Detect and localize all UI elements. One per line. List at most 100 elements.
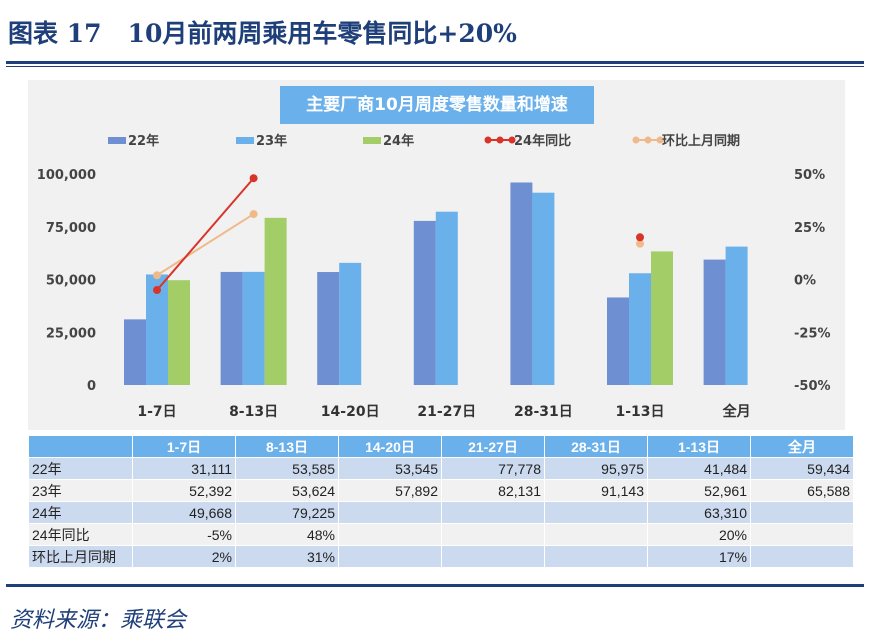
bottom-rule — [6, 584, 864, 587]
table-cell — [338, 545, 442, 568]
table-cell: 53,585 — [235, 457, 339, 480]
legend-marker — [644, 136, 652, 144]
table-cell — [441, 545, 545, 568]
bar-23年 — [532, 192, 555, 385]
point-环比上月同期 — [153, 271, 161, 280]
table-cell: 1-7日 — [132, 435, 236, 458]
table-cell: 95,975 — [544, 457, 648, 480]
table-header: 1-7日 8-13日 14-20日 21-27日 28-31日 1-13日 全月 — [28, 435, 854, 458]
table-cell: 21-27日 — [441, 435, 545, 458]
legend-label: 22年 — [128, 133, 159, 149]
table-cell: 82,131 — [441, 479, 545, 502]
table-cell — [750, 501, 854, 524]
legend-marker — [508, 136, 516, 144]
table-cell: 53,545 — [338, 457, 442, 480]
legend-marker — [656, 136, 664, 144]
table-cell: 48% — [235, 523, 339, 546]
table-cell — [750, 545, 854, 568]
bar-24年 — [264, 217, 287, 385]
bar-24年 — [651, 251, 673, 385]
table-cell — [338, 501, 442, 524]
table-cell — [441, 523, 545, 546]
table-cell — [544, 545, 648, 568]
line-24年同比 — [156, 177, 255, 291]
table-row: 环比上月同期 2% 31% 17% — [28, 545, 854, 568]
bar-23年 — [435, 211, 458, 385]
legend-label: 24年同比 — [514, 133, 571, 149]
chart-panel: 0 25,000 50,000 75,000 100,000 -50% -25% 0% 25% 5… — [28, 80, 845, 430]
table-cell: 59,434 — [750, 457, 854, 480]
bar-23年 — [242, 271, 265, 385]
table-cell — [750, 523, 854, 546]
x-tick-label: 14-20日 — [321, 404, 380, 420]
x-tick-label: 8-13日 — [229, 404, 278, 420]
table-cell: 14-20日 — [338, 435, 442, 458]
title-rule-thin — [6, 66, 864, 67]
table-cell — [338, 523, 442, 546]
table-cell: 52,392 — [132, 479, 236, 502]
bar-23年 — [339, 262, 362, 385]
table-cell: 环比上月同期 — [28, 545, 133, 568]
y2-tick-label: 50% — [794, 168, 825, 183]
table-cell: 2% — [132, 545, 236, 568]
bar-23年 — [725, 246, 748, 385]
y2-tick-label: 0% — [794, 274, 816, 289]
legend-marker — [484, 136, 492, 144]
table-cell: 77,778 — [441, 457, 545, 480]
x-tick-label: 1-7日 — [137, 404, 176, 420]
x-tick-label: 28-31日 — [514, 404, 573, 420]
y2-tick-label: -50% — [794, 379, 831, 394]
point-24年同比 — [636, 233, 644, 242]
legend-label: 24年 — [383, 133, 414, 149]
table-cell: 52,961 — [647, 479, 751, 502]
table-cell: 31,111 — [132, 457, 236, 480]
table-cell: 1-13日 — [647, 435, 751, 458]
chart-title: 主要厂商10月周度零售数量和增速 — [280, 86, 594, 124]
table-cell: 63,310 — [647, 501, 751, 524]
y-tick-label: 25,000 — [46, 326, 96, 341]
table-cell: 23年 — [28, 479, 133, 502]
y-tick-label: 0 — [87, 379, 96, 394]
x-tick-label: 全月 — [722, 403, 751, 420]
legend-marker — [496, 136, 504, 144]
legend-swatch — [236, 137, 254, 144]
title-rule — [6, 61, 864, 64]
point-24年同比 — [249, 174, 258, 183]
table-cell: 65,588 — [750, 479, 854, 502]
bar-24年 — [168, 280, 190, 385]
legend-label: 23年 — [256, 133, 287, 149]
x-tick-label: 1-13日 — [615, 404, 664, 420]
y-tick-label: 100,000 — [37, 168, 96, 183]
point-环比上月同期 — [249, 210, 258, 219]
y-tick-label: 50,000 — [46, 274, 96, 289]
table-cell — [28, 435, 133, 458]
legend-swatch — [108, 137, 126, 144]
bar-22年 — [413, 220, 436, 385]
bar-22年 — [510, 182, 533, 385]
bar-23年 — [146, 274, 168, 385]
y-tick-label: 75,000 — [46, 221, 96, 236]
bar-23年 — [629, 273, 651, 385]
table-cell: 20% — [647, 523, 751, 546]
bar-22年 — [220, 271, 243, 385]
y2-tick-label: -25% — [794, 326, 831, 341]
table-cell: 全月 — [750, 435, 854, 458]
legend-marker — [632, 136, 640, 144]
table-cell: 24年 — [28, 501, 133, 524]
bar-22年 — [317, 272, 340, 385]
table-cell: 91,143 — [544, 479, 648, 502]
table-cell: 24年同比 — [28, 523, 133, 546]
table-cell: 79,225 — [235, 501, 339, 524]
line-环比上月同期 — [156, 213, 255, 277]
table-cell — [441, 501, 545, 524]
table-cell: 53,624 — [235, 479, 339, 502]
point-24年同比 — [153, 286, 161, 295]
table-cell: 31% — [235, 545, 339, 568]
table-row: 24年同比 -5% 48% 20% — [28, 523, 854, 546]
table-cell — [544, 523, 648, 546]
table-cell: 17% — [647, 545, 751, 568]
bar-22年 — [124, 319, 146, 385]
chart: 0 25,000 50,000 75,000 100,000 -50% -25% 0% 25% 5… — [37, 133, 831, 420]
y2-tick-label: 25% — [794, 221, 825, 236]
bar-22年 — [703, 259, 726, 385]
